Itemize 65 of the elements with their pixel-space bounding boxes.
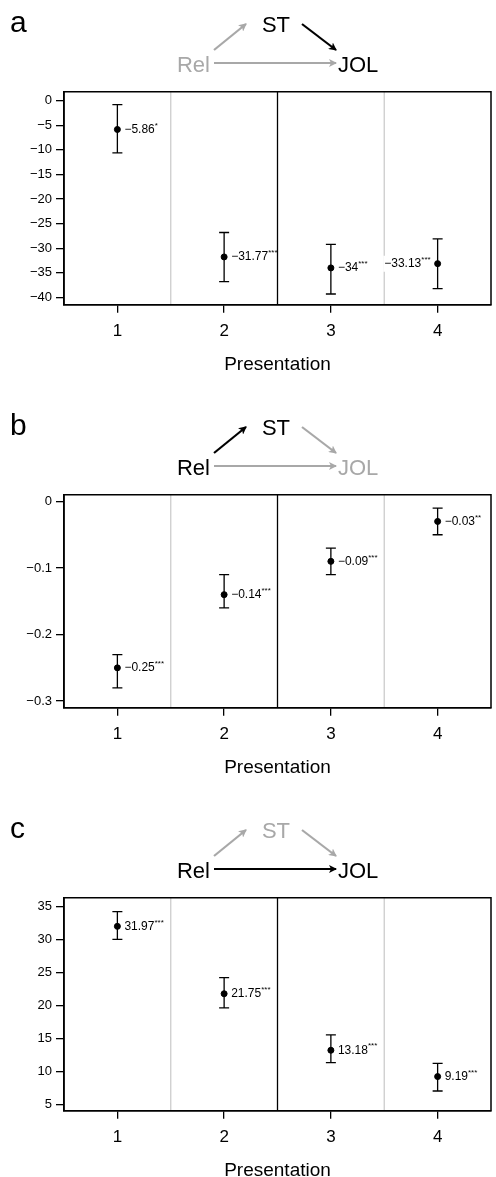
x-tick-label: 3 — [326, 320, 336, 340]
y-tick-label: −0.3 — [26, 692, 52, 708]
text: Rel — [176, 858, 210, 883]
y-tick-label: 25 — [37, 963, 52, 979]
x-tick-label: 2 — [219, 320, 229, 340]
chart-title: a — [10, 5, 27, 39]
data-label: −0.03** — [444, 512, 482, 528]
x-axis-title: Presentation — [224, 755, 331, 777]
data-label: −33.13*** — [384, 254, 431, 270]
x-tick-label: 4 — [432, 1126, 443, 1146]
y-tick-label: −15 — [29, 166, 52, 182]
text: JOL — [338, 858, 379, 883]
point — [434, 260, 442, 268]
data-label: −0.25*** — [124, 659, 165, 675]
data-label: 13.18*** — [337, 1041, 378, 1057]
y-tick-label: −0.2 — [26, 626, 52, 642]
data-label: −34*** — [337, 259, 368, 275]
data-label: 31.97*** — [124, 917, 164, 933]
x-tick-label: 4 — [432, 320, 443, 340]
chart-title: b — [10, 408, 27, 442]
x-axis-title: Presentation — [224, 352, 331, 374]
point — [434, 1073, 442, 1081]
point — [113, 664, 121, 672]
x-tick-label: 1 — [112, 320, 123, 340]
y-tick-label: −40 — [29, 289, 52, 304]
x-tick-label: 4 — [432, 723, 443, 743]
chart-title: c — [10, 811, 25, 845]
point — [434, 517, 442, 525]
y-tick-label: −10 — [29, 141, 52, 157]
data-label: 9.19*** — [444, 1067, 478, 1083]
x-axis-title: Presentation — [224, 1158, 331, 1177]
text: Rel — [176, 455, 210, 480]
data-label: −0.09*** — [337, 552, 378, 568]
y-tick-label: 10 — [37, 1062, 52, 1078]
data-label: −0.14*** — [231, 585, 271, 601]
y-tick-label: 20 — [37, 996, 52, 1012]
x-tick-label: 2 — [219, 1126, 229, 1146]
y-tick-label: −25 — [29, 215, 52, 231]
text: Rel — [176, 52, 210, 77]
x-tick-label: 3 — [326, 723, 336, 743]
x-tick-label: 3 — [326, 1126, 336, 1146]
data-label: 21.75*** — [231, 984, 271, 1001]
y-tick-label: −30 — [29, 239, 52, 255]
x-tick-label: 2 — [219, 723, 229, 743]
y-tick-label: 35 — [37, 897, 52, 913]
point — [113, 125, 121, 133]
text: JOL — [338, 455, 379, 480]
data-label: −31.77*** — [231, 248, 278, 264]
text: JOL — [338, 52, 379, 77]
y-tick-label: 30 — [37, 930, 52, 946]
x-tick-label: 1 — [112, 1126, 123, 1146]
text: ST — [261, 818, 291, 843]
text: ST — [261, 12, 291, 37]
point — [113, 922, 121, 930]
y-tick-label: 0 — [44, 92, 52, 108]
y-tick-label: 0 — [44, 493, 52, 509]
y-tick-label: 15 — [37, 1029, 52, 1045]
y-tick-label: −0.1 — [26, 559, 52, 575]
y-tick-label: −35 — [29, 264, 52, 280]
x-tick-label: 1 — [112, 723, 123, 743]
data-label: −5.86* — [124, 120, 158, 136]
y-tick-label: −5 — [37, 116, 52, 132]
y-tick-label: 5 — [44, 1095, 52, 1111]
text: ST — [261, 415, 291, 440]
y-tick-label: −20 — [29, 190, 52, 206]
